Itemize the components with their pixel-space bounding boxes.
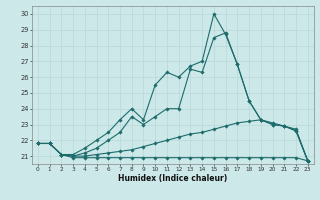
X-axis label: Humidex (Indice chaleur): Humidex (Indice chaleur) <box>118 174 228 183</box>
